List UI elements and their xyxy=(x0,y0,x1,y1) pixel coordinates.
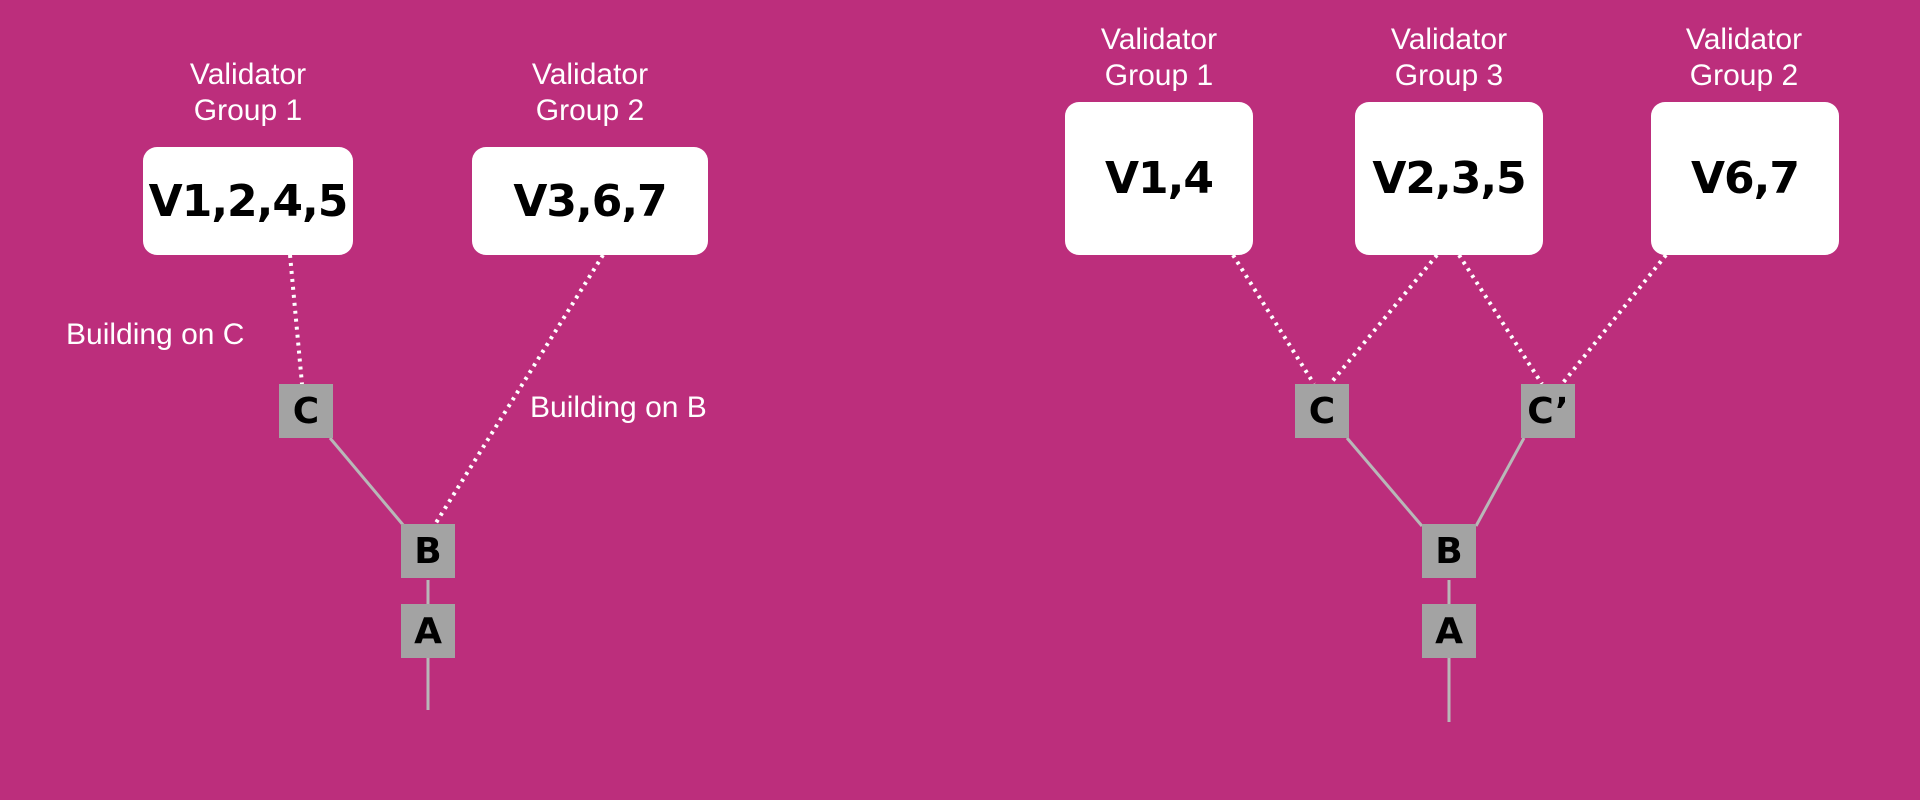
right-block-b: B xyxy=(1422,524,1476,578)
annotation-building-on-b: Building on B xyxy=(530,391,707,424)
left-group-1-label: Validator Group 1 xyxy=(189,58,307,127)
left-dotted-group1-c xyxy=(288,254,304,385)
right-group-2-validators: V6,7 xyxy=(1651,102,1839,255)
left-block-c: C xyxy=(279,384,333,438)
right-block-a: A xyxy=(1422,604,1476,658)
left-block-b: B xyxy=(401,524,455,578)
right-dotted-group3-c xyxy=(1328,253,1439,386)
right-chain-link-cprime-b xyxy=(1474,437,1526,527)
right-group-1-label: Validator Group 1 xyxy=(1100,23,1218,92)
right-block-c: C xyxy=(1295,384,1349,438)
right-dotted-group2-cprime xyxy=(1560,253,1668,386)
right-dotted-group3-cprime xyxy=(1457,253,1544,386)
right-block-c-prime: C’ xyxy=(1521,384,1575,438)
right-group-2-label: Validator Group 2 xyxy=(1685,23,1803,92)
left-block-a: A xyxy=(401,604,455,658)
left-dotted-group2-b xyxy=(432,253,605,528)
right-group-3-validators: V2,3,5 xyxy=(1355,102,1543,255)
left-chain-link-c-b xyxy=(328,437,406,527)
right-group-3-label: Validator Group 3 xyxy=(1390,23,1508,92)
right-group-1-validators: V1,4 xyxy=(1065,102,1253,255)
right-chain-link-c-b xyxy=(1345,437,1424,527)
left-group-1-validators: V1,2,4,5 xyxy=(143,147,353,255)
annotation-building-on-c: Building on C xyxy=(66,318,245,351)
right-dotted-group1-c xyxy=(1231,253,1316,386)
left-group-2-validators: V3,6,7 xyxy=(472,147,708,255)
left-group-2-label: Validator Group 2 xyxy=(531,58,649,127)
